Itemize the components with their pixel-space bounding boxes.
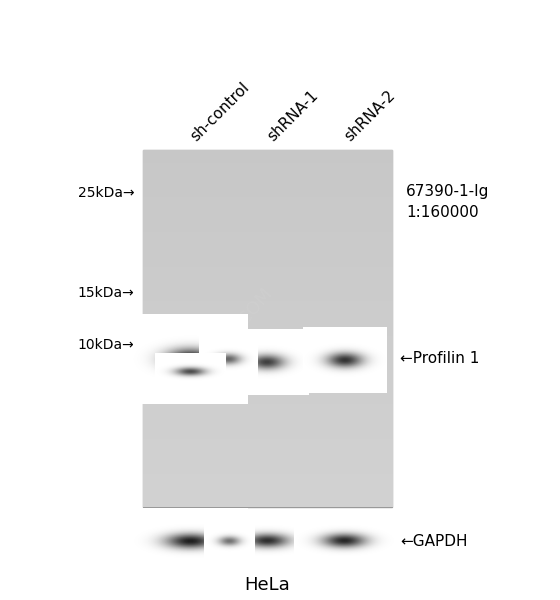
Text: 25kDa→: 25kDa→ xyxy=(78,186,134,200)
Text: 67390-1-Ig
1:160000: 67390-1-Ig 1:160000 xyxy=(406,184,489,220)
Text: sh-control: sh-control xyxy=(188,79,252,144)
Text: shRNA-2: shRNA-2 xyxy=(342,88,398,144)
Text: WWW.PTGLAB.COM: WWW.PTGLAB.COM xyxy=(149,284,276,430)
Text: ←GAPDH: ←GAPDH xyxy=(400,534,468,549)
Text: shRNA-1: shRNA-1 xyxy=(265,88,321,144)
Text: HeLa: HeLa xyxy=(245,576,290,594)
Text: 10kDa→: 10kDa→ xyxy=(78,338,134,352)
Text: ←Profilin 1: ←Profilin 1 xyxy=(400,352,480,367)
Bar xyxy=(143,150,392,507)
Bar xyxy=(143,516,392,567)
Text: 15kDa→: 15kDa→ xyxy=(78,286,134,300)
